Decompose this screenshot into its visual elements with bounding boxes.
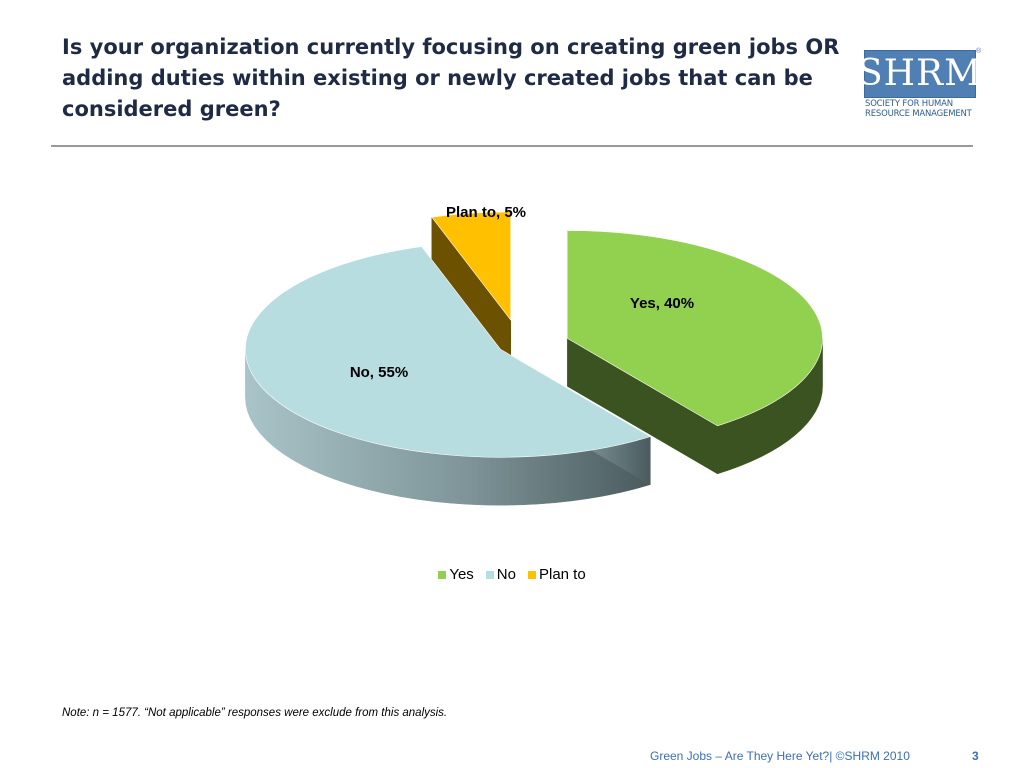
logo-line-1: SOCIETY FOR HUMAN — [865, 99, 953, 109]
legend-swatch-yes — [438, 570, 447, 579]
legend-label-plan-to: Plan to — [538, 566, 586, 583]
slide-title: Is your organization currently focusing … — [62, 35, 840, 121]
data-label-yes: Yes, 40% — [630, 295, 694, 312]
page-number: 3 — [972, 749, 979, 763]
logo-line-2: RESOURCE MANAGEMENT — [865, 109, 972, 119]
legend-swatch-no — [485, 570, 494, 579]
pie-slice-plan-to — [431, 211, 511, 321]
pie-slice-no — [245, 246, 652, 458]
logo-letters: SHRM — [857, 53, 983, 94]
legend-item-yes: Yes — [438, 566, 474, 583]
title-divider — [51, 145, 973, 147]
chart-legend: Yes No Plan to — [0, 566, 1024, 583]
data-label-no: No, 55% — [350, 364, 408, 381]
footnote: Note: n = 1577. “Not applicable” respons… — [62, 707, 448, 719]
data-label-plan-to: Plan to, 5% — [446, 204, 526, 221]
legend-label-no: No — [496, 566, 516, 583]
pie-group — [245, 211, 823, 506]
shrm-logo: SHRM ® SOCIETY FOR HUMAN RESOURCE MANAGE… — [858, 48, 981, 122]
legend-swatch-plan-to — [527, 570, 536, 579]
footer-text: Green Jobs – Are They Here Yet?| ©SHRM 2… — [650, 749, 910, 763]
logo-badge: SHRM — [858, 50, 981, 98]
legend-item-plan-to: Plan to — [527, 566, 586, 583]
legend-item-no: No — [485, 566, 516, 583]
pie-slice-yes — [567, 230, 823, 427]
pie-chart: Yes, 40% No, 55% Plan to, 5% — [245, 204, 823, 506]
legend-label-yes: Yes — [449, 566, 474, 583]
logo-registered-mark: ® — [976, 48, 982, 55]
